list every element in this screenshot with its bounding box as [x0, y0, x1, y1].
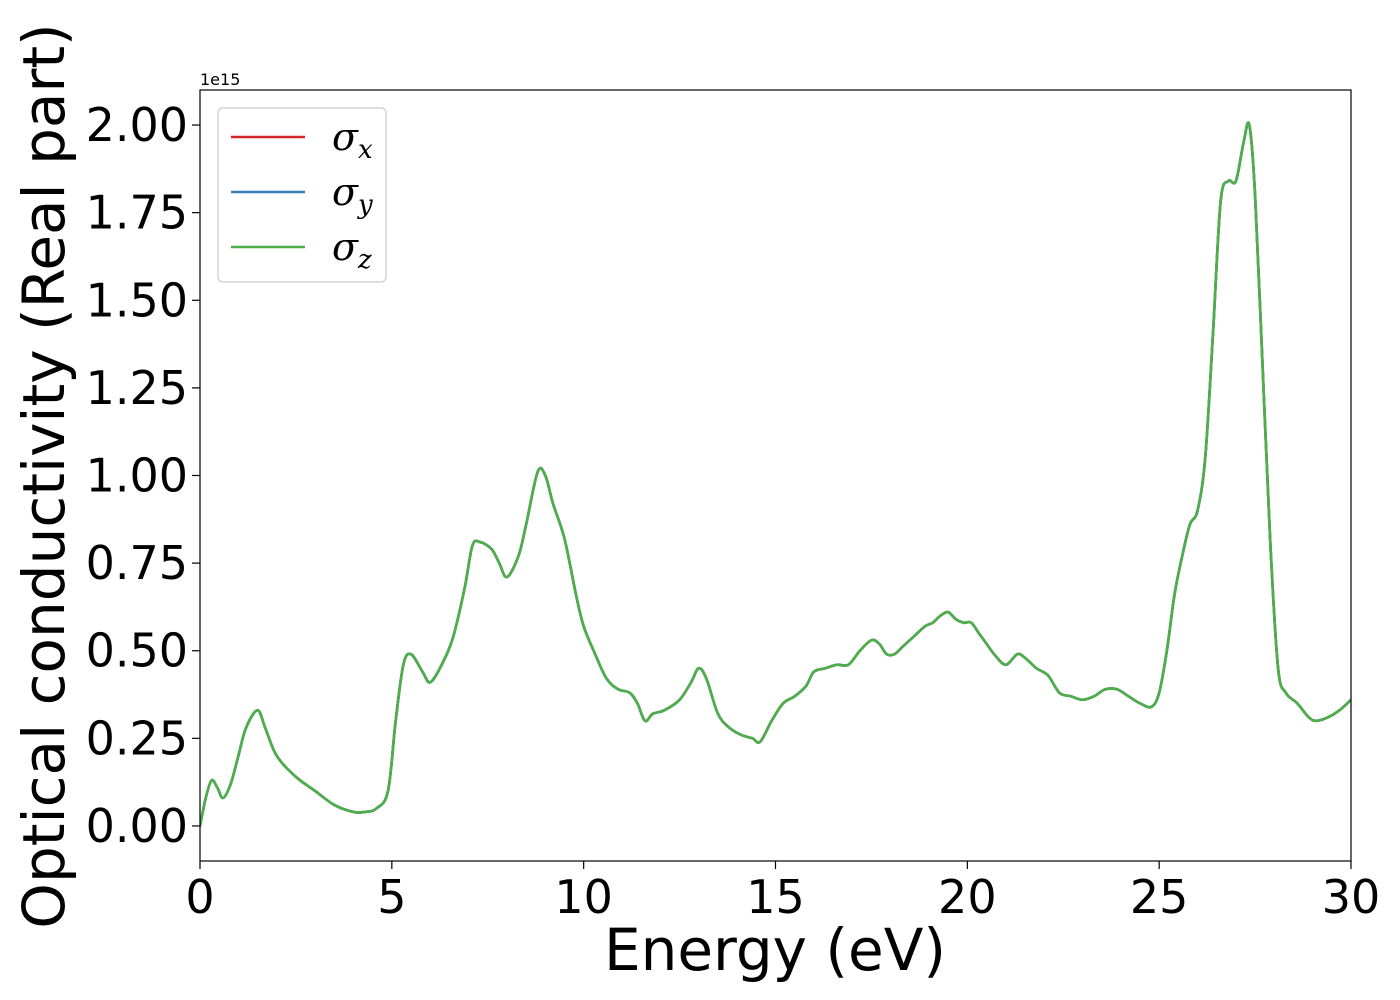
y-axis-label: Optical conductivity (Real part) — [10, 23, 78, 928]
legend-label-x: σx — [332, 115, 373, 165]
y-axis-ticks: 0.00 0.25 0.50 0.75 1.00 1.25 1.50 1.75 2.00 — [86, 98, 200, 853]
series-curves — [200, 121, 1351, 828]
x-tick-label: 15 — [746, 870, 805, 924]
legend-label-y: σy — [332, 170, 373, 220]
y-tick-label: 1.25 — [86, 361, 188, 415]
y-tick-label: 0.00 — [86, 799, 188, 853]
x-tick-label: 0 — [185, 870, 214, 924]
y-tick-label: 1.00 — [86, 449, 188, 503]
x-tick-label: 5 — [377, 870, 406, 924]
y-tick-label: 1.50 — [86, 273, 188, 327]
x-tick-label: 20 — [938, 870, 997, 924]
x-axis-label: Energy (eV) — [604, 916, 946, 984]
x-tick-label: 25 — [1130, 870, 1189, 924]
x-axis-ticks: 0 5 10 15 20 25 30 — [185, 861, 1380, 924]
y-tick-label: 0.25 — [86, 711, 188, 765]
y-offset-label: 1e15 — [200, 70, 240, 89]
y-tick-label: 0.50 — [86, 624, 188, 678]
y-tick-label: 2.00 — [86, 98, 188, 152]
legend-box — [217, 107, 387, 283]
plot-frame — [199, 89, 1352, 862]
legend-label-z: σz — [332, 225, 372, 275]
plot-background — [200, 90, 1351, 861]
x-tick-label: 10 — [554, 870, 613, 924]
y-tick-label: 0.75 — [86, 536, 188, 590]
y-tick-label: 1.75 — [86, 186, 188, 240]
x-tick-label: 30 — [1322, 870, 1381, 924]
series-line-z — [200, 121, 1351, 828]
